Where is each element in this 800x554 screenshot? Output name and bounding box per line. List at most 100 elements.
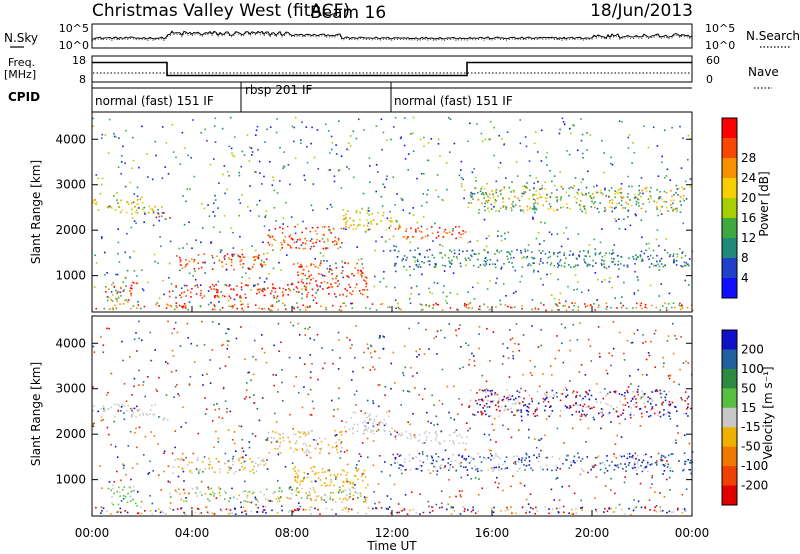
echo-point [277,479,279,482]
echo-point [558,261,561,263]
echo-point [331,206,333,208]
power-colorbar-label: Power [dB] [757,171,771,236]
echo-point [611,286,613,289]
echo-point [171,349,174,352]
echo-point [660,213,663,215]
echo-point [287,164,290,166]
echo-point [100,336,102,338]
echo-point [179,294,181,297]
echo-point [487,395,490,397]
echo-point [636,473,638,475]
echo-point [219,249,222,251]
echo-point [544,394,547,396]
echo-point [316,289,319,292]
echo-point [341,260,343,263]
echo-point [251,433,254,435]
echo-point [446,508,448,511]
echo-point [188,221,190,223]
echo-point [152,413,155,416]
echo-point [522,334,525,336]
echo-point [263,307,266,310]
echo-point [348,498,350,500]
echo-point [608,507,610,510]
echo-point [297,322,299,325]
echo-point [453,249,456,251]
echo-point [431,292,433,295]
echo-point [357,225,359,227]
echo-point [382,183,385,186]
y-tick-label: 3000 [55,382,86,396]
echo-point [369,307,371,310]
echo-point [440,464,442,466]
echo-point [265,439,267,441]
echo-point [531,325,533,327]
echo-point [175,156,177,159]
echo-point [276,301,278,303]
echo-point [640,302,643,305]
echo-point [117,510,120,513]
echo-point [138,426,141,429]
echo-point [217,280,220,283]
echo-point [659,309,662,311]
echo-point [195,293,198,295]
echo-point [340,227,343,230]
noise-right-tick-top: 10^5 [705,22,735,35]
echo-point [508,261,510,263]
echo-point [209,463,211,466]
echo-point [507,357,510,359]
echo-point [422,308,424,311]
echo-point [675,264,678,266]
echo-point [213,403,215,406]
echo-point [196,495,198,497]
echo-point [630,383,632,385]
echo-point [582,405,584,408]
echo-point [175,305,177,307]
echo-point [536,408,538,411]
echo-point [521,257,524,260]
echo-point [178,247,181,250]
echo-point [336,448,338,451]
echo-point [132,498,134,501]
echo-point [165,394,168,396]
echo-point [408,212,411,215]
echo-point [479,190,482,193]
echo-point [659,260,661,263]
echo-point [535,237,538,240]
echo-point [232,305,234,307]
echo-point [394,382,396,384]
echo-point [204,467,207,470]
echo-point [615,202,618,205]
echo-point [384,240,387,243]
echo-point [179,345,182,347]
echo-point [535,190,537,192]
echo-point [266,252,269,255]
echo-point [353,223,355,226]
echo-point [397,503,400,505]
echo-point [175,285,177,287]
echo-point [681,512,684,514]
echo-point [150,208,152,210]
echo-point [497,166,500,169]
echo-point [522,209,524,212]
colorbar-tick-label: 8 [741,251,749,265]
echo-point [395,511,398,514]
echo-point [375,415,378,418]
echo-point [130,407,132,410]
echo-point [568,264,570,266]
echo-point [240,282,243,285]
echo-point [208,215,211,217]
echo-point [142,414,145,416]
echo-point [206,511,209,514]
echo-point [254,259,256,261]
echo-point [399,137,402,140]
echo-point [394,435,397,438]
echo-point [392,351,395,354]
echo-point [641,461,643,464]
echo-point [490,415,492,417]
echo-point [348,508,350,510]
echo-point [615,457,617,459]
echo-point [199,512,201,515]
echo-point [461,185,463,188]
echo-point [614,218,616,220]
echo-point [502,197,504,200]
